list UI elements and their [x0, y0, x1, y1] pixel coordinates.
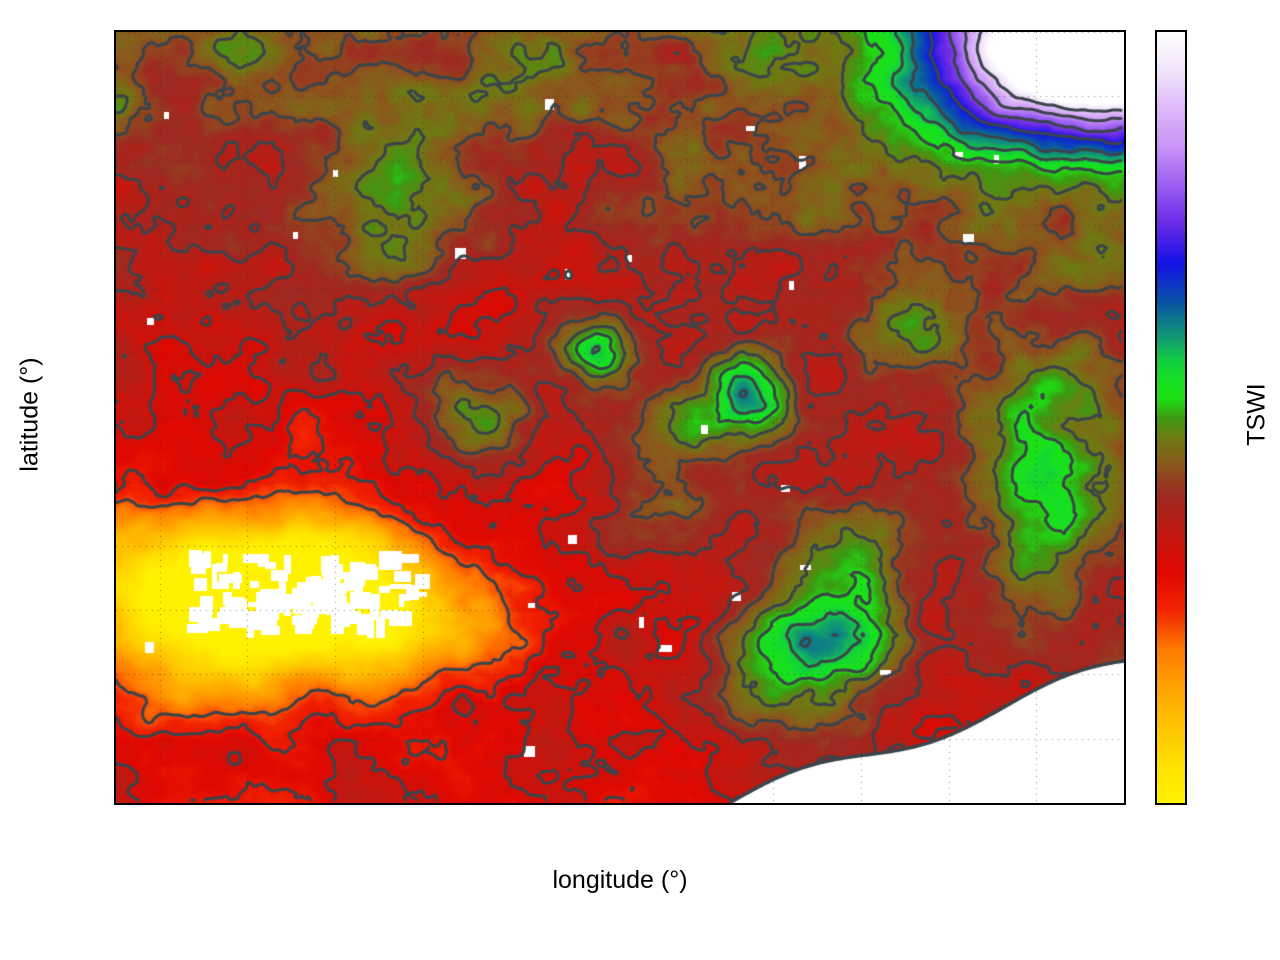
colorbar-gradient	[1157, 32, 1185, 803]
colorbar-title: TSWI	[1242, 383, 1271, 446]
tswi-heatmap-canvas	[116, 32, 1124, 803]
map-plot-area	[114, 30, 1126, 805]
y-axis-title: latitude (°)	[15, 357, 44, 472]
x-axis-title: longitude (°)	[552, 866, 688, 894]
colorbar	[1155, 30, 1187, 805]
